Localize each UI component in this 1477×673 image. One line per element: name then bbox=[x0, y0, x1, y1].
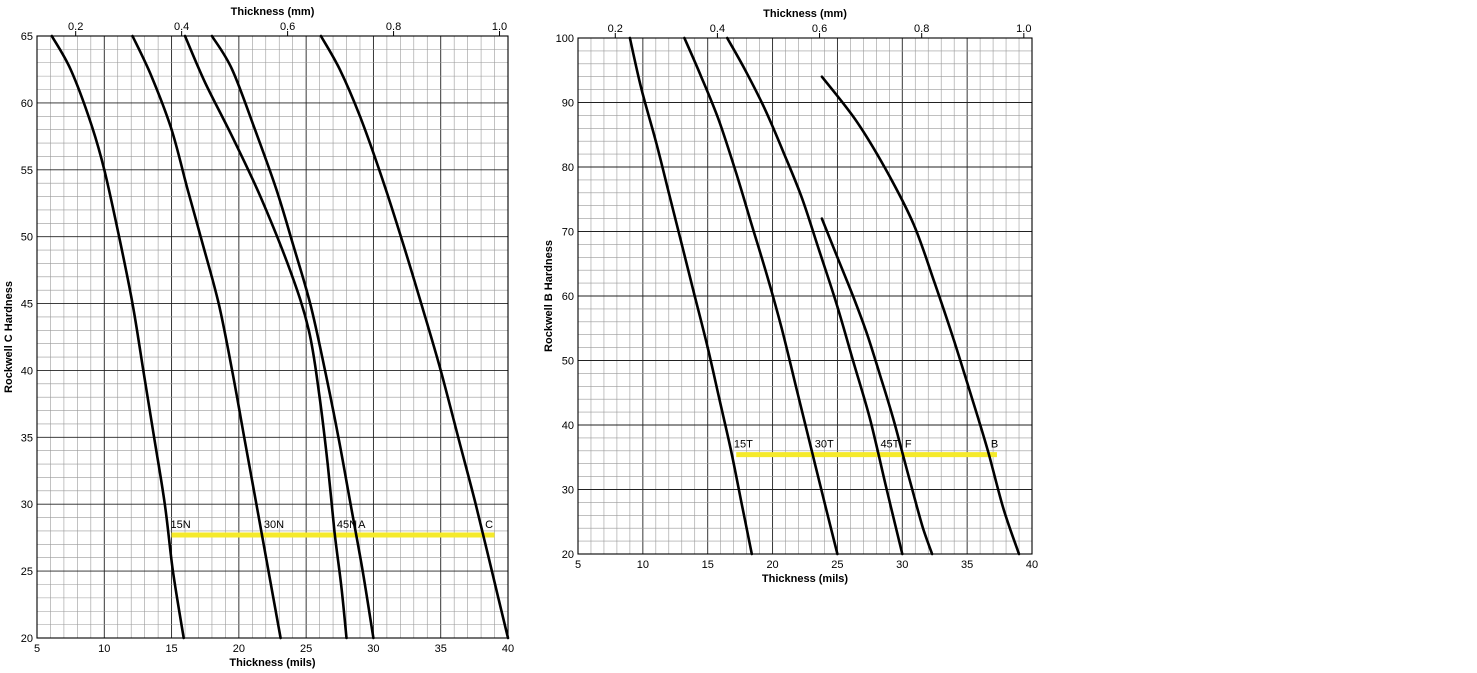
curve-45n bbox=[183, 34, 348, 640]
x-tick-label: 40 bbox=[502, 643, 514, 655]
curve-label-15n: 15N bbox=[171, 519, 191, 531]
y-tick-label: 65 bbox=[21, 31, 33, 43]
y-axis-title: Rockwell B Hardness bbox=[543, 240, 555, 352]
x2-tick-label: 0.4 bbox=[710, 23, 725, 35]
y-tick-label: 60 bbox=[562, 291, 574, 303]
rockwell-c-chart: 5 10 15 20 25 30 35 40 20 25 30 35 40 45 50 55 60 65 0.2 0.… bbox=[3, 6, 514, 669]
curve-30t bbox=[683, 36, 839, 556]
y-tick-label: 50 bbox=[21, 232, 33, 244]
x-tick-label: 30 bbox=[896, 559, 908, 571]
y-tick-label: 40 bbox=[562, 420, 574, 432]
x-tick-label: 5 bbox=[34, 643, 40, 655]
y-tick-label: 25 bbox=[21, 566, 33, 578]
curve-30n bbox=[131, 34, 282, 640]
x-tick-label: 15 bbox=[165, 643, 177, 655]
y-tick-label: 40 bbox=[21, 365, 33, 377]
y-tick-label: 20 bbox=[21, 633, 33, 645]
x-tick-label: 10 bbox=[98, 643, 110, 655]
x2-tick-label: 0.2 bbox=[68, 21, 83, 33]
x2-tick-label: 1.0 bbox=[492, 21, 507, 33]
curve-label-45n: 45N bbox=[337, 519, 357, 531]
x2-tick-label: 0.4 bbox=[174, 21, 189, 33]
curve-label-30t: 30T bbox=[815, 439, 834, 451]
x-axis-title: Thickness (mils) bbox=[229, 657, 316, 669]
y-tick-label: 55 bbox=[21, 165, 33, 177]
y-axis-title: Rockwell C Hardness bbox=[3, 281, 15, 393]
curve-a bbox=[210, 34, 375, 640]
x-tick-label: 40 bbox=[1026, 559, 1038, 571]
grid bbox=[36, 35, 509, 639]
rockwell-b-chart: 5 10 15 20 25 30 35 40 20 30 40 50 60 70 80 90 100 0.2 0.4… bbox=[543, 8, 1038, 585]
y-tick-label: 50 bbox=[562, 356, 574, 368]
x2-tick-label: 0.8 bbox=[914, 23, 929, 35]
x-axis-title: Thickness (mils) bbox=[762, 573, 849, 585]
plot-area bbox=[37, 36, 508, 638]
x-tick-label: 25 bbox=[300, 643, 312, 655]
x2-axis-title: Thickness (mm) bbox=[763, 8, 847, 20]
y-tick-label: 35 bbox=[21, 432, 33, 444]
curve-15n bbox=[50, 34, 185, 640]
curve-label-f: F bbox=[905, 439, 912, 451]
y-tick-label: 70 bbox=[562, 227, 574, 239]
curve-f bbox=[820, 217, 934, 556]
x-tick-label: 25 bbox=[831, 559, 843, 571]
x-tick-label: 35 bbox=[961, 559, 973, 571]
curve-b bbox=[820, 75, 1021, 556]
x2-tick-label: 0.6 bbox=[280, 21, 295, 33]
x2-tick-label: 0.6 bbox=[812, 23, 827, 35]
curve-label-c: C bbox=[485, 519, 493, 531]
x-tick-label: 20 bbox=[766, 559, 778, 571]
curve-c bbox=[319, 34, 510, 640]
y-tick-label: 60 bbox=[21, 98, 33, 110]
x-tick-label: 35 bbox=[435, 643, 447, 655]
x-tick-label: 5 bbox=[575, 559, 581, 571]
x2-axis-title: Thickness (mm) bbox=[231, 6, 315, 18]
y-tick-label: 100 bbox=[556, 33, 574, 45]
curve-45t bbox=[725, 36, 904, 556]
x-tick-label: 10 bbox=[637, 559, 649, 571]
x-tick-label: 15 bbox=[702, 559, 714, 571]
y-tick-label: 20 bbox=[562, 549, 574, 561]
curve-label-15t: 15T bbox=[734, 439, 753, 451]
curve-15t bbox=[628, 36, 754, 556]
plot-frame bbox=[577, 37, 1033, 555]
grid bbox=[577, 37, 1033, 555]
curve-label-a: A bbox=[358, 519, 366, 531]
x2-tick-label: 0.2 bbox=[608, 23, 623, 35]
y-tick-label: 45 bbox=[21, 299, 33, 311]
x-tick-label: 30 bbox=[367, 643, 379, 655]
x-tick-label: 20 bbox=[233, 643, 245, 655]
y-tick-label: 80 bbox=[562, 162, 574, 174]
curve-label-b: B bbox=[991, 439, 998, 451]
x2-tick-label: 1.0 bbox=[1016, 23, 1031, 35]
curve-label-30n: 30N bbox=[264, 519, 284, 531]
x2-tick-label: 0.8 bbox=[386, 21, 401, 33]
plot-frame bbox=[36, 35, 509, 639]
curve-label-45t: 45T bbox=[880, 439, 899, 451]
y-tick-label: 30 bbox=[21, 499, 33, 511]
y-tick-label: 90 bbox=[562, 98, 574, 110]
y-tick-label: 30 bbox=[562, 485, 574, 497]
